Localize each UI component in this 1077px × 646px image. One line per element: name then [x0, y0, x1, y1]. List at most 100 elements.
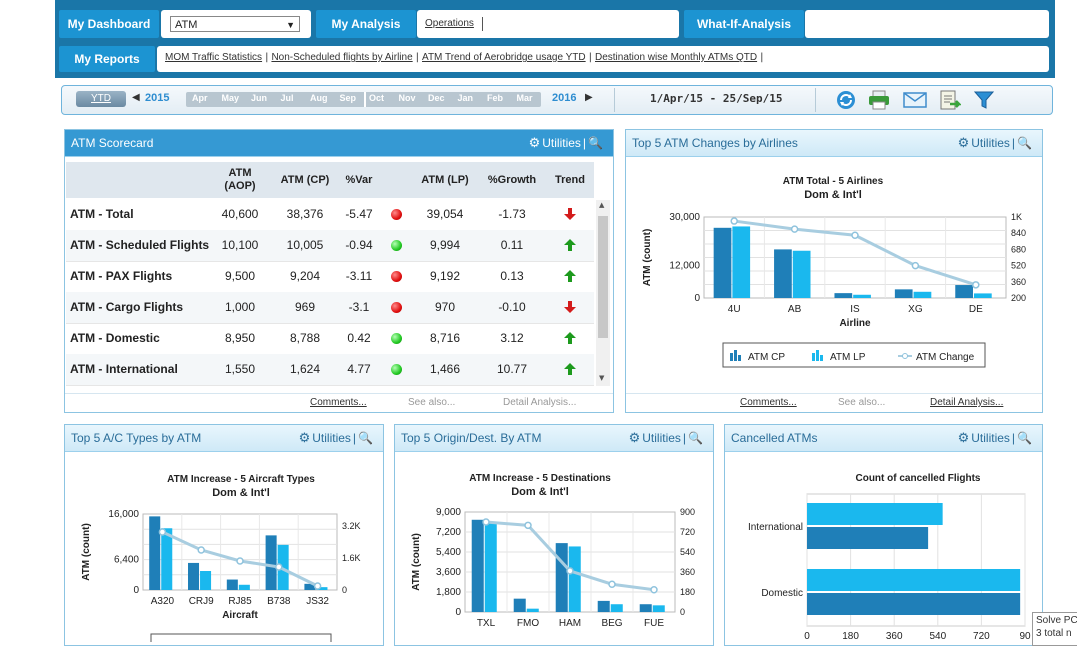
cell-var: -3.11: [345, 269, 373, 283]
bar: [265, 535, 277, 590]
col-header-lp[interactable]: ATM (LP): [421, 173, 469, 186]
email-icon[interactable]: [903, 92, 927, 108]
x-tick-label: 360: [886, 631, 903, 642]
table-row[interactable]: ATM - Total 40,600 38,376 -5.47 39,054 -1.73: [66, 199, 594, 231]
scorecard-utilities-button[interactable]: ⚙ Utilities | 🔍: [529, 135, 603, 151]
cancelled-header: Cancelled ATMs ⚙ Utilities | 🔍: [725, 425, 1042, 452]
operations-link[interactable]: Operations: [425, 18, 474, 29]
month-aug[interactable]: Aug: [310, 93, 328, 103]
zoom-icon[interactable]: 🔍: [1017, 431, 1032, 445]
detail-analysis-link[interactable]: Detail Analysis...: [930, 397, 1004, 408]
table-row[interactable]: ATM - Scheduled Flights 10,100 10,005 -0.94…: [66, 230, 594, 262]
utilities-separator: |: [1011, 431, 1016, 445]
month-jul[interactable]: Jul: [280, 93, 294, 103]
zoom-icon[interactable]: 🔍: [1017, 136, 1032, 150]
month-mar[interactable]: Mar: [516, 93, 533, 103]
row-label: ATM - Total: [70, 207, 134, 221]
see-also-link[interactable]: See also...: [408, 397, 456, 408]
line-point: [608, 580, 616, 588]
table-row[interactable]: ATM - International 1,550 1,624 4.77 1,466 10…: [66, 354, 594, 386]
col-header-aop[interactable]: ATM (AOP): [224, 167, 256, 192]
detail-analysis-link[interactable]: Detail Analysis...: [503, 397, 577, 408]
origin-utilities-button[interactable]: ⚙ Utilities | 🔍: [629, 430, 703, 446]
my-reports-button[interactable]: My Reports: [59, 46, 155, 72]
month-jan[interactable]: Jan: [457, 93, 474, 103]
cell-lp: 8,716: [429, 331, 461, 345]
timeline-divider: [815, 88, 816, 112]
col-header-growth[interactable]: %Growth: [487, 173, 537, 186]
month-oct[interactable]: Oct: [369, 93, 385, 103]
month-apr[interactable]: Apr: [192, 93, 208, 103]
selected-range-handle[interactable]: [186, 92, 366, 107]
line-point: [158, 528, 167, 536]
month-dec[interactable]: Dec: [428, 93, 445, 103]
col-header-cp[interactable]: ATM (CP): [280, 173, 330, 186]
my-dashboard-button[interactable]: My Dashboard: [59, 10, 159, 38]
bar: [610, 604, 623, 612]
month-sep[interactable]: Sep: [339, 93, 357, 103]
legend-entry: ATM Change: [916, 352, 975, 363]
status-green-indicator-icon: [391, 333, 402, 344]
scorecard-table-header: ATM (AOP) ATM (CP) %Var ATM (LP) %Growth…: [66, 162, 594, 198]
end-year[interactable]: 2016: [552, 92, 577, 104]
start-year[interactable]: 2015: [145, 92, 170, 104]
prev-year-icon[interactable]: ◀: [132, 92, 140, 103]
scroll-up-icon[interactable]: ▲: [599, 201, 605, 209]
y2-tick-label: 680: [1011, 244, 1026, 254]
plot-area: [142, 513, 338, 591]
col-header-var[interactable]: %Var: [345, 173, 373, 186]
x-tick-label: BEG: [601, 618, 622, 629]
month-slider[interactable]: Apr May Jun Jul Aug Sep Oct Nov Dec Jan Feb Mar: [186, 92, 541, 107]
see-also-link[interactable]: See also...: [838, 397, 886, 408]
what-if-analysis-button[interactable]: What-If-Analysis: [684, 10, 804, 38]
col-header-trend[interactable]: Trend: [555, 173, 585, 186]
chart-subtitle: Dom & Int'l: [511, 486, 569, 498]
bar: [834, 293, 853, 298]
comments-link[interactable]: Comments...: [740, 397, 797, 408]
actypes-utilities-button[interactable]: ⚙ Utilities | 🔍: [299, 430, 373, 446]
cell-aop: 1,550: [224, 362, 256, 376]
y-axis-label: ATM (count): [81, 523, 92, 581]
table-row[interactable]: ATM - Cargo Flights 1,000 969 -3.1 970 -0.10: [66, 292, 594, 324]
line-point: [566, 567, 574, 575]
bar: [597, 600, 610, 612]
month-feb[interactable]: Feb: [487, 93, 504, 103]
report-link-mom-traffic[interactable]: MOM Traffic Statistics: [165, 52, 263, 63]
report-link-aerobridge[interactable]: ATM Trend of Aerobridge usage YTD: [422, 52, 586, 63]
my-analysis-button[interactable]: My Analysis: [316, 10, 416, 38]
airlines-utilities-button[interactable]: ⚙ Utilities | 🔍: [958, 135, 1032, 151]
table-row[interactable]: ATM - PAX Flights 9,500 9,204 -3.11 9,192 0.1…: [66, 261, 594, 293]
refresh-icon[interactable]: [835, 89, 857, 111]
zoom-icon[interactable]: 🔍: [688, 431, 703, 445]
month-jun[interactable]: Jun: [251, 93, 268, 103]
scrollbar-thumb[interactable]: [598, 216, 608, 338]
x-tick-label: XG: [908, 304, 923, 315]
month-nov[interactable]: Nov: [398, 93, 416, 103]
airlines-header: Top 5 ATM Changes by Airlines ⚙ Utilitie…: [626, 130, 1042, 157]
print-icon[interactable]: [868, 90, 890, 110]
report-link-non-scheduled[interactable]: Non-Scheduled flights by Airline: [271, 52, 413, 63]
month-may[interactable]: May: [221, 93, 240, 103]
link-separator: |: [415, 52, 420, 63]
ytd-button[interactable]: YTD: [76, 91, 126, 107]
scorecard-scrollbar[interactable]: ▲ ▼: [596, 200, 610, 386]
tooltip-popup: Solve PC 3 total n: [1032, 612, 1077, 646]
y-tick-label: 1,800: [436, 587, 461, 598]
cell-cp: 8,788: [289, 331, 321, 345]
comments-link[interactable]: Comments...: [310, 397, 367, 408]
next-year-icon[interactable]: ▶: [585, 92, 593, 103]
cell-var: -3.1: [348, 300, 370, 314]
cell-lp: 39,054: [426, 207, 464, 221]
export-icon[interactable]: [939, 89, 961, 111]
cancelled-utilities-button[interactable]: ⚙ Utilities | 🔍: [958, 430, 1032, 446]
scroll-down-icon[interactable]: ▼: [599, 374, 605, 382]
chart-subtitle: Dom & Int'l: [212, 487, 270, 499]
filter-icon[interactable]: [974, 90, 994, 110]
airlines-chart: ATM Total - 5 Airlines Dom & Int'l 30,000 1…: [642, 176, 1026, 368]
zoom-icon[interactable]: 🔍: [588, 136, 603, 150]
zoom-icon[interactable]: 🔍: [358, 431, 373, 445]
bar: [226, 579, 238, 590]
dashboard-select[interactable]: ATM ▼: [170, 16, 300, 32]
table-row[interactable]: ATM - Domestic 8,950 8,788 0.42 8,716 3.12: [66, 323, 594, 355]
report-link-destination[interactable]: Destination wise Monthly ATMs QTD: [595, 52, 758, 63]
